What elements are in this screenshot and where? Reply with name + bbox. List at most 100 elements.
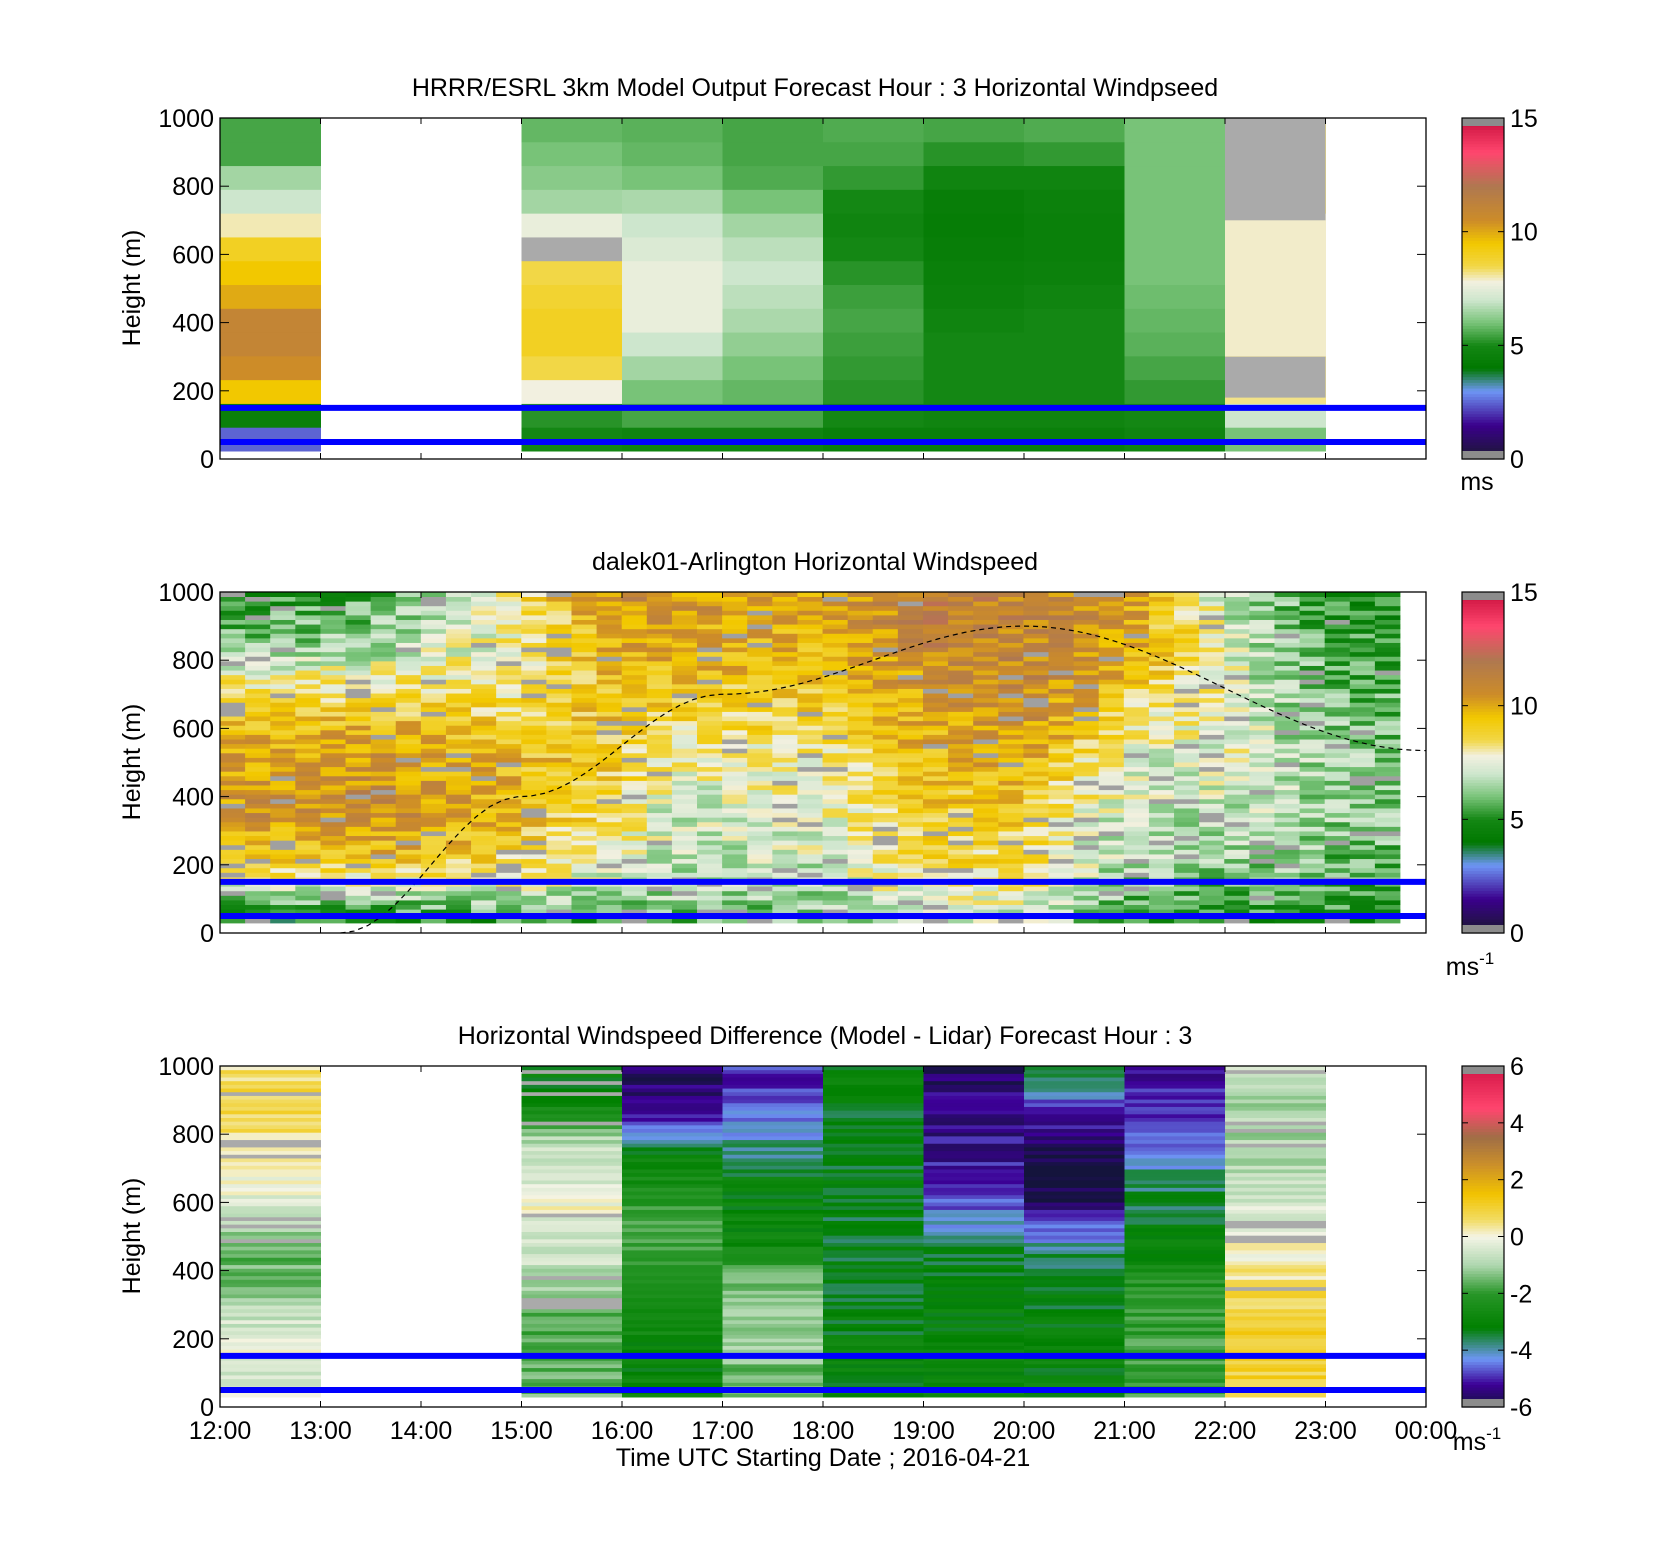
heatmap-cell [948, 711, 974, 717]
heatmap-cell [1148, 605, 1175, 611]
heatmap-cell [823, 1143, 924, 1148]
heatmap-cell [571, 780, 597, 786]
heatmap-cell [973, 619, 999, 625]
heatmap-cell [571, 798, 597, 804]
heatmap-cell [1024, 1290, 1125, 1295]
heatmap-cell [596, 785, 623, 791]
heatmap-cell [571, 670, 597, 676]
heatmap-cell [571, 762, 597, 768]
heatmap-cell [1349, 624, 1376, 630]
heatmap-cell [420, 610, 447, 616]
heatmap-cell [897, 757, 924, 763]
heatmap-cell [521, 716, 547, 722]
heatmap-cell [646, 660, 673, 666]
heatmap-cell [1224, 849, 1250, 855]
y-tick-label: 600 [172, 1189, 214, 1217]
heatmap-cell [546, 840, 572, 846]
heatmap-cell [923, 1294, 1025, 1299]
heatmap-cell [1124, 1312, 1226, 1317]
colorbar-segment [1462, 1097, 1504, 1101]
heatmap-cell [1048, 844, 1075, 850]
heatmap-cell [445, 637, 472, 643]
heatmap-cell [998, 766, 1024, 772]
heatmap-cell [973, 729, 999, 735]
colorbar-segment [1462, 887, 1504, 891]
heatmap-cell [370, 872, 397, 878]
colorbar-segment [1462, 626, 1504, 630]
heatmap-cell [948, 780, 974, 786]
heatmap-cell [1073, 835, 1100, 841]
x-axis-ticks [219, 592, 1427, 933]
heatmap-cell [1225, 1327, 1326, 1332]
heatmap-cell [722, 1246, 824, 1251]
heatmap-cell [823, 1308, 924, 1313]
heatmap-cell [1249, 729, 1275, 735]
heatmap-cell [420, 711, 447, 717]
heatmap-cell [1199, 660, 1225, 666]
heatmap-cell [521, 1135, 623, 1141]
heatmap-cell [897, 909, 924, 915]
heatmap-cell [270, 872, 296, 878]
heatmap-cell [1048, 895, 1075, 901]
heatmap-cell [697, 734, 723, 740]
colorbar-segment [1462, 1358, 1504, 1363]
heatmap-cell [220, 890, 246, 896]
heatmap-cell [220, 849, 246, 855]
heatmap-cell [521, 1187, 623, 1192]
heatmap-cell [897, 624, 924, 630]
heatmap-cell [471, 757, 497, 763]
heatmap-cell [420, 601, 447, 607]
heatmap-cell [596, 812, 623, 818]
heatmap-cell [823, 1257, 924, 1262]
heatmap-cell [1249, 757, 1275, 763]
heatmap-cell [521, 1367, 623, 1372]
heatmap-cell [1249, 785, 1275, 791]
heatmap-cell [1349, 647, 1376, 653]
heatmap-cell [1249, 831, 1275, 837]
heatmap-cell [897, 766, 924, 772]
heatmap-cell [320, 766, 346, 772]
heatmap-cell [1349, 734, 1376, 740]
heatmap-cell [847, 633, 874, 639]
heatmap-cell [1225, 1084, 1326, 1089]
colorbar-frame [1461, 591, 1505, 934]
heatmap-cell [697, 651, 723, 657]
heatmap-cell [621, 863, 648, 869]
heatmap-cell [220, 1249, 321, 1255]
colorbar-segment [1462, 1378, 1504, 1383]
heatmap-cell [722, 1275, 824, 1280]
heatmap-cell [1299, 835, 1326, 841]
heatmap-cell [747, 821, 773, 827]
heatmap-cell [646, 720, 673, 726]
heatmap-cell [1349, 610, 1376, 616]
heatmap-cell [1299, 904, 1326, 910]
heatmap-cell [1024, 1227, 1125, 1232]
heatmap-cell [370, 794, 397, 800]
heatmap-cell [345, 739, 372, 745]
heatmap-cell [596, 803, 623, 809]
heatmap-cell [1225, 1202, 1326, 1207]
heatmap-cell [998, 794, 1024, 800]
heatmap-cell [1299, 803, 1326, 809]
heatmap-cell [1023, 619, 1049, 625]
heatmap-cell [496, 775, 522, 781]
heatmap-cell [1023, 711, 1049, 717]
heatmap-cell [521, 1249, 623, 1255]
heatmap-cell [1174, 867, 1200, 873]
heatmap-cell [220, 1198, 321, 1203]
heatmap-cell [496, 734, 522, 740]
heatmap-cell [1023, 592, 1049, 597]
heatmap-cell [1249, 702, 1275, 708]
heatmap-cell [1199, 817, 1225, 823]
heatmap-cell [948, 762, 974, 768]
heatmap-cell [772, 743, 798, 749]
colorbar-segment [1462, 833, 1504, 837]
heatmap-cell [471, 821, 497, 827]
heatmap-cell [395, 803, 422, 809]
heatmap-cell [922, 683, 949, 689]
heatmap-cell [220, 1077, 321, 1082]
heatmap-cell [747, 872, 773, 878]
heatmap-cell [1048, 688, 1075, 694]
heatmap-cell [1098, 858, 1125, 864]
heatmap-cell [220, 1113, 321, 1118]
